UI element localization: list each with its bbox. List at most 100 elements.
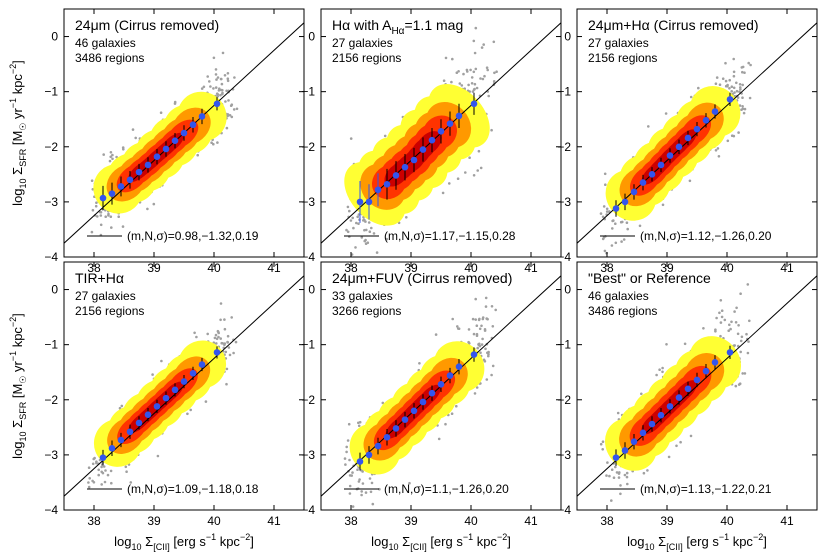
scatter-point [493,71,496,75]
y-tick-label: −3 [557,448,571,462]
scatter-point [614,465,617,469]
y-tick-label: −1 [301,338,315,352]
scatter-point [370,226,373,230]
binned-point [117,436,125,444]
scatter-point [357,480,361,483]
scatter-point [733,310,736,313]
scatter-point [220,341,223,345]
scatter-point [364,491,368,494]
binned-point [657,411,665,419]
scatter-point [451,317,455,321]
scatter-point [729,327,732,331]
scatter-point [467,83,470,87]
scatter-point [120,404,124,408]
scatter-point [721,77,725,80]
y-tick-label: −2 [301,140,315,154]
y-tick-label: −1 [44,85,58,99]
scatter-point [468,156,471,159]
scatter-point [738,90,741,94]
scatter-point [347,422,351,426]
binned-point [171,386,179,394]
binned-point [455,112,463,120]
scatter-point [741,372,744,375]
scatter-point [485,66,489,69]
scatter-point [603,172,607,176]
binned-point [612,454,620,461]
scatter-point [733,91,736,94]
binned-point [419,398,427,406]
scatter-point [485,317,489,320]
plot-area [321,275,561,508]
scatter-point [689,95,693,99]
panel-frame [320,261,562,511]
scatter-point [349,137,353,140]
scatter-point [474,26,478,30]
binned-point [675,394,683,401]
x-tick-label: 41 [267,261,281,275]
plot-area [577,22,817,255]
scatter-point [472,332,476,336]
x-tick-label: 38 [87,261,101,275]
scatter-point [480,46,484,49]
scatter-point [121,146,125,149]
binned-point [162,145,170,153]
scatter-point [736,344,740,348]
binned-medians [356,347,478,471]
scatter-point [740,335,744,339]
scatter-point [720,309,724,313]
scatter-point [225,126,229,130]
scatter-point [356,215,360,219]
binned-point [410,407,418,415]
binned-medians [612,92,734,217]
y-tick-label: −2 [557,140,571,154]
binned-point [684,385,692,393]
fit-parameters: (m,N,σ)=1.17,−1.15,0.28 [384,229,516,243]
scatter-point [479,77,482,80]
scatter-point [109,215,113,218]
scatter-point [747,61,750,65]
scatter-point [227,346,231,349]
x-tick-label: 41 [780,514,794,528]
scatter-point [619,492,622,496]
scatter-point [96,215,99,218]
y-tick-label: −2 [557,393,571,407]
scatter-point [202,85,206,89]
scatter-point [475,324,479,328]
scatter-point [214,68,218,71]
region-count: 2156 regions [588,51,657,65]
scatter-point [640,392,643,396]
scatter-point [348,458,351,462]
plot-area [64,275,304,497]
binned-point [657,161,665,169]
scatter-point [730,85,734,88]
scatter-point [494,308,498,312]
scatter-point [186,412,189,416]
scatter-point [477,149,481,153]
scatter-point [478,344,482,348]
scatter-point [214,333,218,337]
scatter-point [615,471,619,474]
binned-point [356,198,364,206]
scatter-point [464,171,467,174]
scatter-point [368,230,372,233]
scatter-point [679,440,682,444]
scatter-point [354,246,357,249]
x-tick-label: 38 [600,261,614,275]
binned-point [630,438,638,445]
scatter-point [610,244,614,247]
scatter-point [358,478,361,481]
scatter-point [626,482,629,486]
scatter-point [661,370,664,374]
scatter-point [450,412,454,416]
scatter-point [737,324,740,327]
binned-point [117,183,125,190]
scatter-point [364,242,368,245]
scatter-point [658,368,661,372]
scatter-point [370,481,374,485]
scatter-point [216,141,219,144]
scatter-point [486,68,490,72]
scatter-point [739,292,742,296]
scatter-point [226,77,230,80]
panel-frame [576,261,818,511]
binned-point [189,370,197,377]
